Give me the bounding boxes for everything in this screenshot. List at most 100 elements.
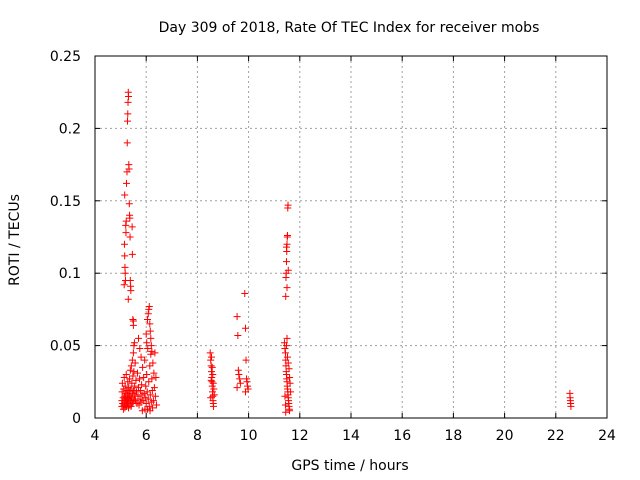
data-point	[126, 375, 134, 383]
data-point	[136, 344, 144, 352]
data-point	[281, 392, 289, 400]
data-point	[121, 252, 129, 260]
data-point	[143, 316, 151, 324]
data-point	[141, 356, 149, 364]
data-point	[207, 353, 215, 361]
data-point	[281, 349, 289, 357]
data-point	[286, 379, 294, 387]
y-tick-label: 0.05	[50, 339, 81, 355]
data-point	[282, 292, 290, 300]
data-point	[210, 402, 218, 410]
y-tick-label: 0.2	[59, 121, 81, 137]
data-point	[207, 356, 215, 364]
y-tick-label: 0.15	[50, 194, 81, 210]
data-point	[136, 395, 144, 403]
data-point	[283, 240, 291, 248]
data-point	[282, 243, 290, 251]
data-points	[118, 88, 575, 416]
data-point	[131, 359, 139, 367]
data-point	[129, 321, 137, 329]
data-point	[136, 375, 144, 383]
data-point	[283, 284, 291, 292]
data-point	[282, 258, 290, 266]
y-tick-label: 0	[72, 411, 81, 427]
data-point	[147, 342, 155, 350]
data-point	[242, 324, 250, 332]
data-point	[152, 373, 160, 381]
data-point	[143, 371, 151, 379]
data-point	[125, 165, 133, 173]
data-point	[286, 407, 294, 415]
data-point	[284, 353, 292, 361]
data-point	[122, 229, 130, 237]
data-point	[146, 362, 154, 370]
data-point	[126, 233, 134, 241]
data-point	[124, 378, 132, 386]
data-point	[148, 347, 156, 355]
data-point	[147, 334, 155, 342]
x-tick-label: 10	[240, 428, 258, 444]
chart-title: Day 309 of 2018, Rate Of TEC Index for r…	[159, 20, 540, 36]
data-point	[146, 320, 154, 328]
data-point	[132, 376, 140, 384]
data-point	[146, 391, 154, 399]
data-point	[120, 385, 128, 393]
x-tick-label: 24	[598, 428, 616, 444]
data-point	[124, 110, 132, 118]
data-point	[143, 388, 151, 396]
x-tick-label: 4	[91, 428, 100, 444]
data-point	[120, 281, 128, 289]
x-tick-label: 8	[193, 428, 202, 444]
data-point	[122, 179, 130, 187]
grid	[95, 56, 607, 418]
data-point	[118, 388, 126, 396]
data-point	[567, 402, 575, 410]
data-point	[142, 382, 150, 390]
data-point	[137, 386, 145, 394]
data-point	[122, 221, 130, 229]
data-point	[128, 250, 136, 258]
data-point	[236, 375, 244, 383]
data-point	[244, 382, 252, 390]
x-tick-label: 20	[496, 428, 514, 444]
data-point	[281, 401, 289, 409]
data-point	[151, 349, 159, 357]
data-point	[282, 342, 290, 350]
data-point	[130, 368, 138, 376]
data-point	[210, 391, 218, 399]
data-point	[151, 392, 159, 400]
data-point	[121, 191, 129, 199]
data-point	[235, 371, 243, 379]
data-point	[124, 98, 132, 106]
data-point	[283, 334, 291, 342]
data-point	[287, 388, 295, 396]
data-point	[127, 362, 135, 370]
data-point	[125, 200, 133, 208]
data-point	[208, 363, 216, 371]
data-point	[144, 344, 152, 352]
data-point	[125, 388, 133, 396]
data-point	[131, 391, 139, 399]
data-point	[129, 316, 137, 324]
data-point	[149, 359, 157, 367]
data-point	[149, 404, 157, 412]
x-tick-label: 6	[142, 428, 151, 444]
data-point	[286, 373, 294, 381]
data-point	[139, 363, 147, 371]
data-point	[233, 384, 241, 392]
data-point	[145, 402, 153, 410]
x-tick-label: 12	[291, 428, 309, 444]
data-point	[138, 407, 146, 415]
data-point	[140, 373, 148, 381]
data-point	[130, 339, 138, 347]
data-point	[143, 339, 151, 347]
data-point	[147, 350, 155, 358]
data-point	[123, 139, 131, 147]
data-point	[121, 269, 129, 277]
data-point	[284, 232, 292, 240]
data-point	[210, 385, 218, 393]
x-tick-label: 14	[342, 428, 360, 444]
data-point	[130, 342, 138, 350]
data-point	[241, 289, 249, 297]
x-axis-label: GPS time / hours	[291, 458, 408, 474]
